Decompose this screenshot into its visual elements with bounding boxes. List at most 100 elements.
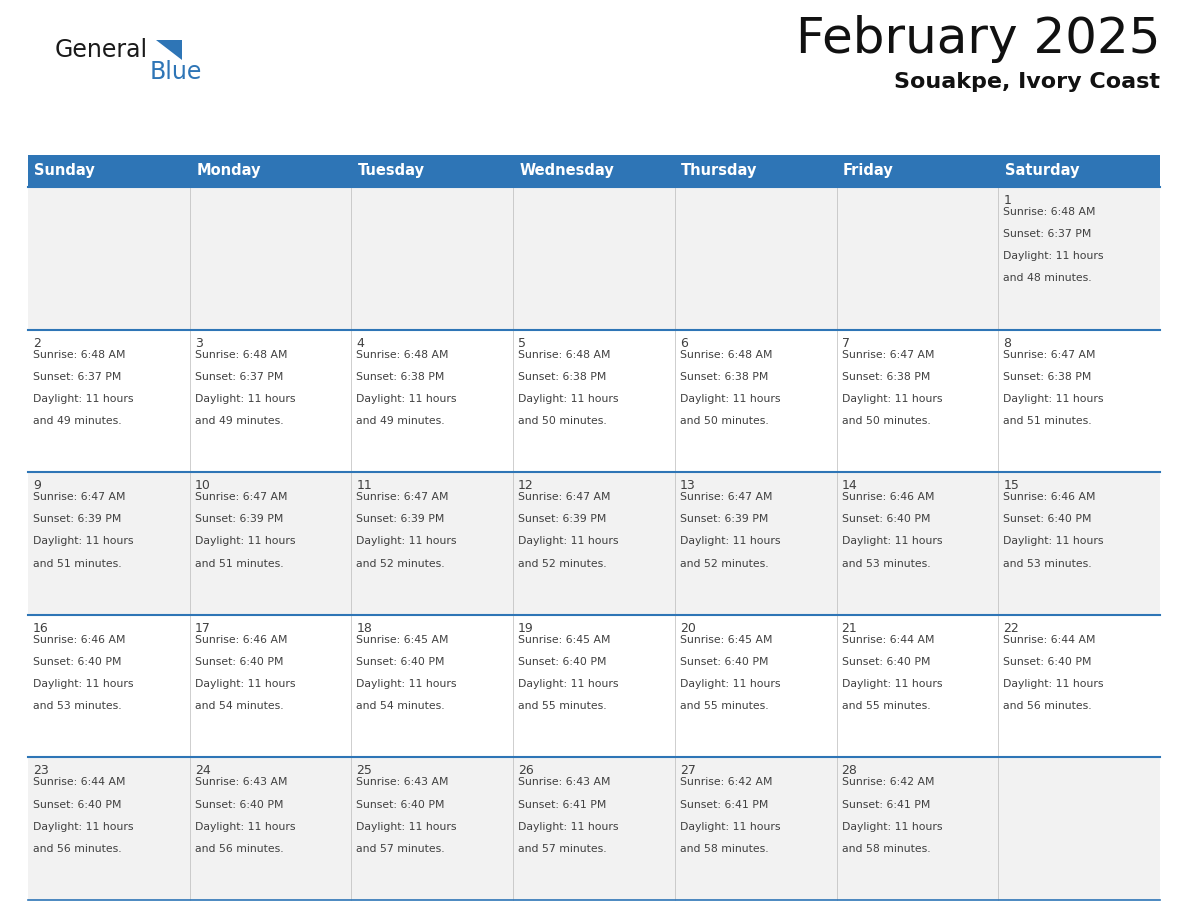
Text: Saturday: Saturday — [1005, 163, 1079, 178]
Text: and 51 minutes.: and 51 minutes. — [1004, 416, 1092, 426]
Text: Daylight: 11 hours: Daylight: 11 hours — [841, 679, 942, 689]
Text: 7: 7 — [841, 337, 849, 350]
Bar — [998, 330, 1159, 472]
Text: Sunrise: 6:46 AM: Sunrise: 6:46 AM — [1004, 492, 1095, 502]
Text: Sunrise: 6:44 AM: Sunrise: 6:44 AM — [1004, 635, 1095, 644]
Text: Sunrise: 6:47 AM: Sunrise: 6:47 AM — [195, 492, 287, 502]
Text: Sunset: 6:37 PM: Sunset: 6:37 PM — [195, 372, 283, 382]
Text: Sunrise: 6:43 AM: Sunrise: 6:43 AM — [195, 778, 287, 788]
Text: Sunrise: 6:47 AM: Sunrise: 6:47 AM — [518, 492, 611, 502]
Text: and 57 minutes.: and 57 minutes. — [518, 844, 607, 854]
Text: 15: 15 — [1004, 479, 1019, 492]
Text: Sunset: 6:40 PM: Sunset: 6:40 PM — [1004, 657, 1092, 666]
Text: Daylight: 11 hours: Daylight: 11 hours — [33, 394, 133, 404]
Text: and 53 minutes.: and 53 minutes. — [841, 558, 930, 568]
Text: Sunset: 6:39 PM: Sunset: 6:39 PM — [33, 514, 121, 524]
Text: Daylight: 11 hours: Daylight: 11 hours — [33, 679, 133, 689]
Text: 11: 11 — [356, 479, 372, 492]
Bar — [836, 330, 998, 472]
Text: and 52 minutes.: and 52 minutes. — [356, 558, 446, 568]
Text: Sunset: 6:40 PM: Sunset: 6:40 PM — [33, 800, 121, 810]
Text: Sunrise: 6:47 AM: Sunrise: 6:47 AM — [841, 350, 934, 360]
Text: Daylight: 11 hours: Daylight: 11 hours — [1004, 536, 1104, 546]
Text: and 52 minutes.: and 52 minutes. — [680, 558, 769, 568]
Text: Sunrise: 6:46 AM: Sunrise: 6:46 AM — [841, 492, 934, 502]
Text: and 58 minutes.: and 58 minutes. — [841, 844, 930, 854]
Text: Sunrise: 6:46 AM: Sunrise: 6:46 AM — [33, 635, 126, 644]
Text: Sunrise: 6:43 AM: Sunrise: 6:43 AM — [518, 778, 611, 788]
Text: Daylight: 11 hours: Daylight: 11 hours — [518, 822, 619, 832]
Text: Sunset: 6:40 PM: Sunset: 6:40 PM — [356, 657, 446, 666]
Bar — [998, 615, 1159, 757]
Bar — [29, 757, 190, 900]
Text: General: General — [55, 38, 148, 62]
Text: Sunset: 6:38 PM: Sunset: 6:38 PM — [518, 372, 607, 382]
Bar — [836, 757, 998, 900]
Bar — [675, 472, 836, 615]
Text: and 51 minutes.: and 51 minutes. — [195, 558, 284, 568]
Text: Sunset: 6:40 PM: Sunset: 6:40 PM — [841, 514, 930, 524]
Text: 10: 10 — [195, 479, 210, 492]
Text: Sunset: 6:41 PM: Sunset: 6:41 PM — [680, 800, 769, 810]
Bar — [29, 330, 190, 472]
Text: Blue: Blue — [150, 60, 202, 84]
Text: and 54 minutes.: and 54 minutes. — [195, 701, 284, 711]
Text: Sunrise: 6:45 AM: Sunrise: 6:45 AM — [518, 635, 611, 644]
Bar — [29, 155, 190, 187]
Bar — [190, 472, 352, 615]
Text: Sunset: 6:39 PM: Sunset: 6:39 PM — [680, 514, 769, 524]
Text: Sunrise: 6:42 AM: Sunrise: 6:42 AM — [680, 778, 772, 788]
Text: Sunset: 6:39 PM: Sunset: 6:39 PM — [195, 514, 283, 524]
Text: and 50 minutes.: and 50 minutes. — [841, 416, 930, 426]
Text: Daylight: 11 hours: Daylight: 11 hours — [841, 822, 942, 832]
Text: and 55 minutes.: and 55 minutes. — [680, 701, 769, 711]
Bar — [29, 187, 190, 330]
Bar — [513, 187, 675, 330]
Text: 19: 19 — [518, 621, 533, 635]
Text: 16: 16 — [33, 621, 49, 635]
Text: Sunrise: 6:45 AM: Sunrise: 6:45 AM — [680, 635, 772, 644]
Text: and 48 minutes.: and 48 minutes. — [1004, 274, 1092, 284]
Text: Sunset: 6:40 PM: Sunset: 6:40 PM — [518, 657, 607, 666]
Text: Daylight: 11 hours: Daylight: 11 hours — [195, 536, 295, 546]
Text: Friday: Friday — [843, 163, 893, 178]
Text: Sunrise: 6:48 AM: Sunrise: 6:48 AM — [1004, 207, 1095, 217]
Text: Daylight: 11 hours: Daylight: 11 hours — [195, 679, 295, 689]
Text: and 55 minutes.: and 55 minutes. — [518, 701, 607, 711]
Bar — [513, 757, 675, 900]
Text: Daylight: 11 hours: Daylight: 11 hours — [1004, 394, 1104, 404]
Bar — [29, 472, 190, 615]
Text: and 55 minutes.: and 55 minutes. — [841, 701, 930, 711]
Bar — [513, 330, 675, 472]
Text: 4: 4 — [356, 337, 365, 350]
Bar — [836, 615, 998, 757]
Text: and 49 minutes.: and 49 minutes. — [195, 416, 284, 426]
Text: and 53 minutes.: and 53 minutes. — [33, 701, 121, 711]
Text: Daylight: 11 hours: Daylight: 11 hours — [680, 394, 781, 404]
Bar — [998, 155, 1159, 187]
Text: Sunrise: 6:44 AM: Sunrise: 6:44 AM — [33, 778, 126, 788]
Text: 3: 3 — [195, 337, 203, 350]
Text: Sunrise: 6:47 AM: Sunrise: 6:47 AM — [356, 492, 449, 502]
Text: and 54 minutes.: and 54 minutes. — [356, 701, 446, 711]
Text: Sunset: 6:38 PM: Sunset: 6:38 PM — [356, 372, 444, 382]
Text: Wednesday: Wednesday — [519, 163, 614, 178]
Bar — [836, 187, 998, 330]
Text: Daylight: 11 hours: Daylight: 11 hours — [680, 536, 781, 546]
Text: Sunrise: 6:47 AM: Sunrise: 6:47 AM — [1004, 350, 1095, 360]
Bar — [190, 615, 352, 757]
Bar — [675, 757, 836, 900]
Bar — [675, 615, 836, 757]
Bar — [190, 187, 352, 330]
Text: Daylight: 11 hours: Daylight: 11 hours — [195, 394, 295, 404]
Bar — [836, 472, 998, 615]
Text: and 53 minutes.: and 53 minutes. — [1004, 558, 1092, 568]
Text: Daylight: 11 hours: Daylight: 11 hours — [356, 822, 457, 832]
Text: Sunrise: 6:43 AM: Sunrise: 6:43 AM — [356, 778, 449, 788]
Text: Daylight: 11 hours: Daylight: 11 hours — [195, 822, 295, 832]
Text: 23: 23 — [33, 765, 49, 778]
Text: Daylight: 11 hours: Daylight: 11 hours — [841, 394, 942, 404]
Text: Sunset: 6:41 PM: Sunset: 6:41 PM — [518, 800, 607, 810]
Text: Sunset: 6:37 PM: Sunset: 6:37 PM — [1004, 230, 1092, 239]
Bar — [675, 187, 836, 330]
